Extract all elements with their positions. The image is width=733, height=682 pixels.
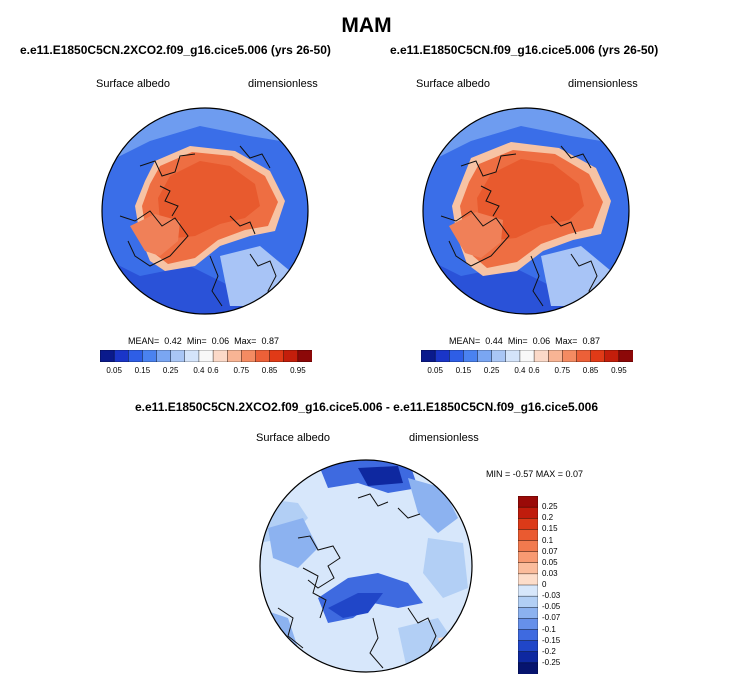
colorbar-tick-label: 0.4 <box>514 366 526 375</box>
panel-1-map <box>101 107 309 315</box>
colorbar-tick-label: -0.05 <box>542 602 561 612</box>
colorbar-swatch <box>269 350 285 362</box>
panel-2-units-label: dimensionless <box>568 78 638 90</box>
colorbar-swatch <box>518 540 538 553</box>
colorbar-swatch <box>604 350 620 362</box>
colorbar-swatch <box>156 350 172 362</box>
panel-1-colorbar-ticks: 0.05 0.15 0.25 0.4 0.6 0.75 0.85 0.95 <box>100 366 312 378</box>
colorbar-tick-label: 0.85 <box>582 366 599 375</box>
colorbar-tick-label: 0.05 <box>106 366 122 375</box>
colorbar-swatch <box>212 350 228 362</box>
panel-1-title: e.e11.E1850C5CN.2XCO2.f09_g16.cice5.006 … <box>20 43 331 57</box>
colorbar-swatch <box>297 350 312 362</box>
colorbar-swatch <box>562 350 577 362</box>
colorbar-swatch <box>184 350 200 362</box>
panel-1-colorbar <box>100 350 312 362</box>
colorbar-swatch <box>518 584 538 597</box>
colorbar-swatch <box>491 350 507 362</box>
colorbar-swatch <box>518 562 538 575</box>
colorbar-tick-label: 0.25 <box>162 366 179 375</box>
diff-map <box>259 459 473 673</box>
diff-variable-label: Surface albedo <box>256 432 330 444</box>
diff-colorbar <box>518 496 538 674</box>
panel-2-colorbar <box>421 350 633 362</box>
colorbar-swatch <box>518 595 538 608</box>
colorbar-swatch <box>576 350 592 362</box>
colorbar-tick-label: -0.03 <box>542 591 561 601</box>
colorbar-tick-label: 0.6 <box>207 366 219 375</box>
colorbar-tick-label: 0.6 <box>528 366 540 375</box>
colorbar-swatch <box>518 529 538 542</box>
colorbar-tick-label: -0.07 <box>542 613 561 623</box>
colorbar-tick-label: 0.1 <box>542 535 554 545</box>
colorbar-tick-label: 0.85 <box>261 366 278 375</box>
colorbar-tick-label: 0.95 <box>290 366 306 375</box>
colorbar-tick-label: 0.15 <box>455 366 472 375</box>
colorbar-swatch <box>518 629 538 642</box>
colorbar-swatch <box>113 350 129 362</box>
colorbar-tick-label: 0.2 <box>542 513 554 523</box>
colorbar-swatch <box>170 350 186 362</box>
panel-1-units-label: dimensionless <box>248 78 318 90</box>
colorbar-tick-label: 0 <box>542 580 547 589</box>
colorbar-tick-label: 0.25 <box>542 502 558 512</box>
panel-1-stats: MEAN= 0.42 Min= 0.06 Max= 0.87 <box>128 336 279 346</box>
colorbar-swatch <box>518 618 538 631</box>
colorbar-swatch <box>142 350 158 362</box>
colorbar-tick-label: 0.4 <box>193 366 205 375</box>
colorbar-swatch <box>283 350 299 362</box>
colorbar-swatch <box>128 350 143 362</box>
colorbar-swatch <box>547 350 563 362</box>
panel-2-map <box>422 107 630 315</box>
colorbar-swatch <box>518 518 538 530</box>
colorbar-swatch <box>518 551 538 564</box>
panel-1-variable-label: Surface albedo <box>96 78 170 90</box>
colorbar-swatch <box>533 350 549 362</box>
colorbar-swatch <box>241 350 256 362</box>
diff-colorbar-ticks: 0.25 0.2 0.15 0.1 0.07 0.05 0.03 0 -0.03 -0.05 -0.… <box>542 496 582 674</box>
colorbar-tick-label: -0.15 <box>542 635 561 645</box>
colorbar-tick-label: 0.15 <box>134 366 151 375</box>
diff-panel-title: e.e11.E1850C5CN.2XCO2.f09_g16.cice5.006 … <box>135 400 598 414</box>
colorbar-swatch <box>618 350 633 362</box>
panel-2-colorbar-ticks: 0.05 0.15 0.25 0.4 0.6 0.75 0.85 0.95 <box>421 366 633 378</box>
colorbar-swatch <box>463 350 479 362</box>
diff-units-label: dimensionless <box>409 432 479 444</box>
colorbar-swatch <box>518 607 538 619</box>
panel-2-stats: MEAN= 0.44 Min= 0.06 Max= 0.87 <box>449 336 600 346</box>
colorbar-tick-label: 0.03 <box>542 568 558 578</box>
colorbar-tick-label: 0.07 <box>542 546 558 556</box>
colorbar-swatch <box>505 350 521 362</box>
diff-minmax: MIN = -0.57 MAX = 0.07 <box>486 469 584 479</box>
colorbar-swatch <box>519 350 535 362</box>
colorbar-swatch <box>518 573 538 586</box>
colorbar-swatch <box>590 350 606 362</box>
colorbar-swatch <box>518 651 538 664</box>
colorbar-swatch <box>226 350 242 362</box>
page-title: MAM <box>341 14 392 37</box>
colorbar-tick-label: 0.05 <box>542 557 558 567</box>
colorbar-swatch <box>100 350 115 362</box>
colorbar-tick-label: 0.05 <box>427 366 443 375</box>
colorbar-tick-label: -0.1 <box>542 624 556 634</box>
colorbar-tick-label: 0.95 <box>611 366 627 375</box>
panel-2-title: e.e11.E1850C5CN.f09_g16.cice5.006 (yrs 2… <box>390 43 659 57</box>
colorbar-tick-label: -0.25 <box>542 657 561 667</box>
colorbar-swatch <box>518 640 538 653</box>
colorbar-swatch <box>518 506 538 519</box>
colorbar-swatch <box>449 350 464 362</box>
colorbar-swatch <box>518 662 538 674</box>
colorbar-tick-label: 0.75 <box>554 366 571 375</box>
colorbar-tick-label: -0.2 <box>542 646 556 656</box>
colorbar-swatch <box>255 350 271 362</box>
colorbar-swatch <box>477 350 493 362</box>
colorbar-swatch <box>421 350 436 362</box>
colorbar-tick-label: 0.75 <box>233 366 250 375</box>
panel-2-variable-label: Surface albedo <box>416 78 490 90</box>
colorbar-swatch <box>434 350 450 362</box>
colorbar-swatch <box>518 496 538 508</box>
colorbar-tick-label: 0.25 <box>483 366 500 375</box>
colorbar-tick-label: 0.15 <box>542 524 558 534</box>
colorbar-swatch <box>198 350 214 362</box>
